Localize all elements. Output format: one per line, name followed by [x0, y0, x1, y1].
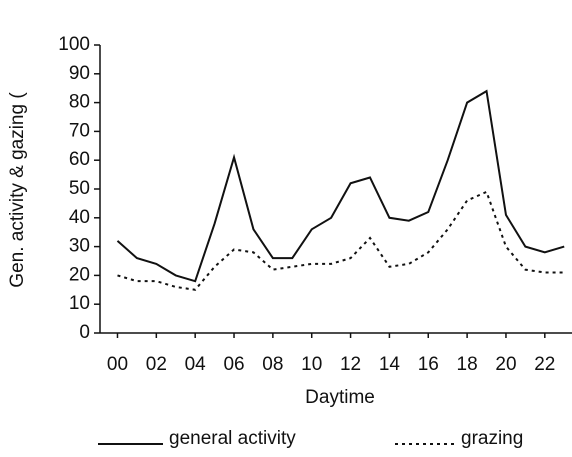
series-line [117, 190, 565, 291]
y-tick-label: 70 [69, 120, 90, 141]
y-tick-label: 50 [69, 178, 90, 199]
x-tick-label: 04 [185, 354, 207, 375]
legend-label: grazing [461, 428, 523, 449]
x-tick-label: 14 [379, 354, 401, 375]
series-line [116, 89, 565, 283]
y-axis-label: Gen. activity & gazing ( [7, 92, 28, 288]
x-tick-label: 16 [418, 354, 439, 375]
y-tick-label: 10 [69, 293, 90, 314]
x-tick-label: 12 [340, 354, 361, 375]
y-tick-label: 80 [69, 92, 90, 113]
y-tick-label: 90 [69, 63, 90, 84]
y-tick-label: 40 [69, 207, 90, 228]
y-tick-label: 20 [69, 264, 90, 285]
x-tick-label: 08 [262, 354, 283, 375]
x-tick-label: 22 [534, 354, 555, 375]
x-tick-label: 00 [107, 354, 128, 375]
legend-label: general activity [169, 428, 296, 449]
x-tick-label: 10 [301, 354, 322, 375]
y-tick-label: 60 [69, 149, 90, 170]
y-tick-label: 30 [69, 236, 90, 257]
x-axis-label: Daytime [305, 387, 375, 408]
x-tick-label: 02 [146, 354, 167, 375]
x-tick-label: 18 [457, 354, 478, 375]
x-tick-label: 20 [495, 354, 516, 375]
y-tick-label: 100 [58, 34, 90, 55]
x-tick-label: 06 [223, 354, 244, 375]
y-tick-label: 0 [79, 322, 90, 343]
